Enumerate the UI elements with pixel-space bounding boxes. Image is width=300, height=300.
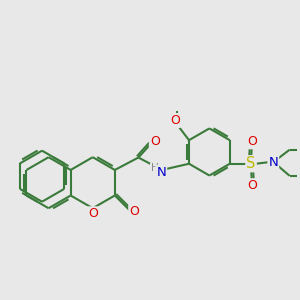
Text: O: O — [150, 135, 160, 148]
Text: O: O — [247, 179, 257, 192]
Text: O: O — [170, 114, 180, 127]
Text: O: O — [88, 207, 98, 220]
Text: N: N — [156, 166, 166, 179]
Text: H: H — [151, 163, 159, 173]
Text: O: O — [247, 135, 257, 148]
Text: O: O — [129, 205, 139, 218]
Text: S: S — [246, 156, 256, 171]
Text: N: N — [268, 156, 278, 169]
